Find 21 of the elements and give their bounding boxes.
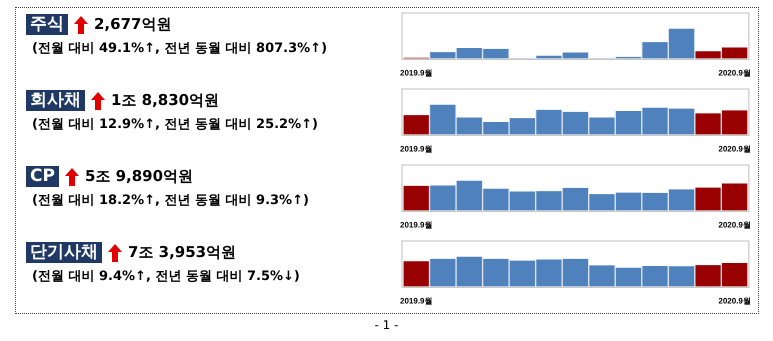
text: 주식 xyxy=(26,14,68,35)
x-tick-label: 2019.9월 xyxy=(400,144,432,154)
text: (전월 대비 18.2%↑, 전년 동월 대비 9.3%↑) xyxy=(32,192,309,209)
text: 2,677억원 xyxy=(94,15,172,34)
x-tick-label: 2019.9월 xyxy=(400,68,432,78)
text: 7조 3,953억원 xyxy=(128,243,236,262)
text: 5조 9,890억원 xyxy=(84,167,194,186)
x-tick-label: 2020.9월 xyxy=(718,296,751,306)
text: (전월 대비 9.4%↑, 전년 동월 대비 7.5%↓) xyxy=(32,268,300,285)
x-tick-label: 2020.9월 xyxy=(718,144,751,154)
text: 1조 8,830억원 xyxy=(111,91,220,110)
text: (전월 대비 49.1%↑, 전년 동월 대비 807.3%↑) xyxy=(32,40,328,57)
x-tick-label: 2019.9월 xyxy=(400,220,432,230)
text: CP xyxy=(26,166,59,187)
x-tick-label: 2020.9월 xyxy=(718,220,751,230)
text: (전월 대비 12.9%↑, 전년 동월 대비 25.2%↑) xyxy=(32,116,318,133)
x-tick-label: 2020.9월 xyxy=(718,68,751,78)
x-tick-label: 2019.9월 xyxy=(400,296,432,306)
text: 단기사채 xyxy=(26,242,102,263)
text: 회사채 xyxy=(26,90,85,111)
text: - 1 - xyxy=(374,318,400,332)
